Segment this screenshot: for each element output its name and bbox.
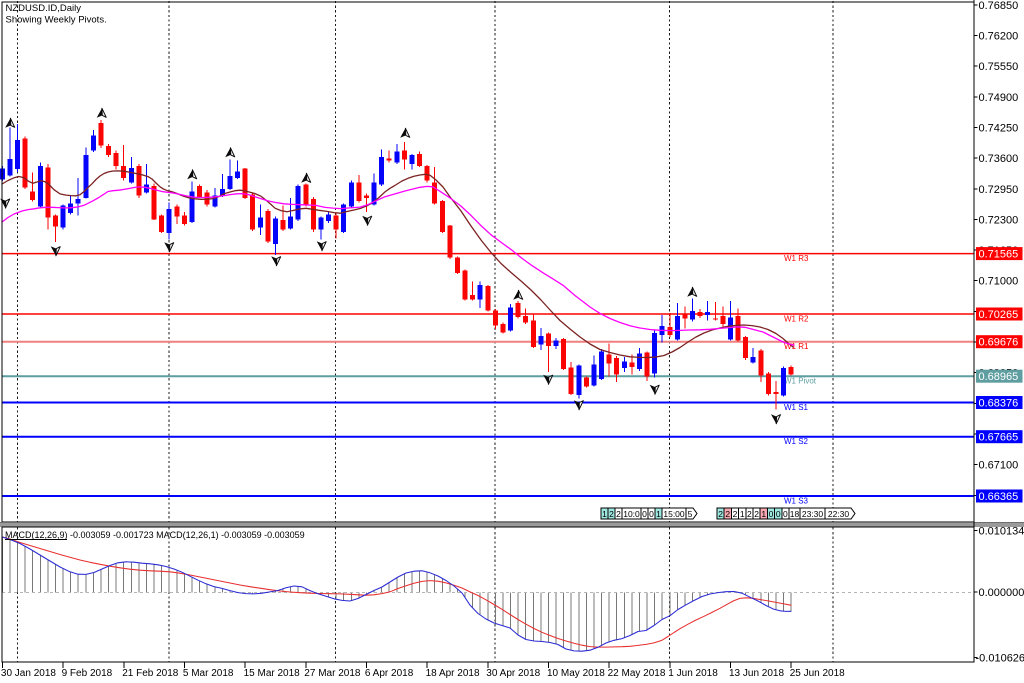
svg-text:15 Mar 2018: 15 Mar 2018 bbox=[244, 668, 301, 679]
svg-text:0: 0 bbox=[642, 509, 647, 519]
svg-text:W1 S2: W1 S2 bbox=[784, 437, 809, 446]
svg-text:23:30: 23:30 bbox=[802, 509, 824, 519]
svg-text:2: 2 bbox=[725, 509, 730, 519]
svg-text:30 Jan 2018: 30 Jan 2018 bbox=[1, 668, 56, 679]
svg-text:18: 18 bbox=[790, 509, 800, 519]
svg-text:18 Apr 2018: 18 Apr 2018 bbox=[426, 668, 480, 679]
svg-text:W1 S3: W1 S3 bbox=[784, 497, 809, 506]
svg-text:1: 1 bbox=[740, 509, 745, 519]
svg-text:W1 R1: W1 R1 bbox=[784, 342, 809, 351]
svg-text:15:00: 15:00 bbox=[663, 509, 685, 519]
svg-text:2: 2 bbox=[609, 509, 614, 519]
svg-text:0: 0 bbox=[783, 509, 788, 519]
svg-text:2: 2 bbox=[733, 509, 738, 519]
svg-text:0.75550: 0.75550 bbox=[979, 61, 1019, 73]
svg-text:0.67665: 0.67665 bbox=[979, 432, 1019, 444]
svg-text:2: 2 bbox=[718, 509, 723, 519]
svg-text:0: 0 bbox=[649, 509, 654, 519]
svg-text:22:30: 22:30 bbox=[828, 509, 850, 519]
svg-text:6 Apr 2018: 6 Apr 2018 bbox=[365, 668, 414, 679]
svg-text:0.67100: 0.67100 bbox=[979, 460, 1019, 472]
svg-text:0.72950: 0.72950 bbox=[979, 184, 1019, 196]
svg-text:1: 1 bbox=[656, 509, 661, 519]
svg-text:0.71565: 0.71565 bbox=[979, 249, 1019, 261]
svg-text:-0.010626: -0.010626 bbox=[976, 652, 1024, 664]
svg-text:W1 S1: W1 S1 bbox=[784, 403, 809, 412]
svg-text:10:0: 10:0 bbox=[623, 509, 640, 519]
svg-text:9 Feb 2018: 9 Feb 2018 bbox=[62, 668, 113, 679]
svg-text:0.70265: 0.70265 bbox=[979, 309, 1019, 321]
svg-text:0.010134: 0.010134 bbox=[979, 526, 1024, 538]
svg-text:0.74900: 0.74900 bbox=[979, 92, 1019, 104]
svg-text:25 Jun 2018: 25 Jun 2018 bbox=[790, 668, 845, 679]
svg-text:30 Apr 2018: 30 Apr 2018 bbox=[486, 668, 540, 679]
svg-text:2: 2 bbox=[616, 509, 621, 519]
svg-text:0.76850: 0.76850 bbox=[979, 0, 1019, 12]
svg-text:21 Feb 2018: 21 Feb 2018 bbox=[122, 668, 179, 679]
svg-text:W1 Pivot: W1 Pivot bbox=[784, 377, 817, 386]
svg-text:0.73600: 0.73600 bbox=[979, 153, 1019, 165]
svg-text:0.68376: 0.68376 bbox=[979, 398, 1019, 410]
svg-text:0.74250: 0.74250 bbox=[979, 122, 1019, 134]
svg-text:1: 1 bbox=[761, 509, 766, 519]
svg-text:0: 0 bbox=[769, 509, 774, 519]
svg-text:1 Jun 2018: 1 Jun 2018 bbox=[668, 668, 718, 679]
svg-text:13 Jun 2018: 13 Jun 2018 bbox=[729, 668, 784, 679]
svg-text:5 Mar 2018: 5 Mar 2018 bbox=[183, 668, 234, 679]
svg-text:0.71000: 0.71000 bbox=[979, 276, 1019, 288]
svg-text:NZDUSD.ID,Daily: NZDUSD.ID,Daily bbox=[6, 3, 82, 14]
svg-text:0.76200: 0.76200 bbox=[979, 31, 1019, 43]
svg-text:27 Mar 2018: 27 Mar 2018 bbox=[304, 668, 361, 679]
svg-text:22 May 2018: 22 May 2018 bbox=[608, 668, 666, 679]
svg-text:0.68965: 0.68965 bbox=[979, 371, 1019, 383]
svg-text:MACD(12,26,9) -0.003059 -0.001: MACD(12,26,9) -0.003059 -0.001723 MACD(1… bbox=[5, 530, 305, 540]
svg-text:W1 R3: W1 R3 bbox=[784, 254, 809, 263]
svg-text:10 May 2018: 10 May 2018 bbox=[547, 668, 605, 679]
svg-text:2: 2 bbox=[754, 509, 759, 519]
svg-text:5: 5 bbox=[688, 509, 693, 519]
svg-text:0: 0 bbox=[776, 509, 781, 519]
svg-text:0.72300: 0.72300 bbox=[979, 214, 1019, 226]
svg-text:1: 1 bbox=[602, 509, 607, 519]
svg-text:0.000000: 0.000000 bbox=[979, 587, 1024, 599]
svg-text:W1 R2: W1 R2 bbox=[784, 315, 809, 324]
svg-text:Showing Weekly Pivots.: Showing Weekly Pivots. bbox=[6, 15, 107, 26]
svg-text:0.66365: 0.66365 bbox=[979, 491, 1019, 503]
svg-text:2: 2 bbox=[747, 509, 752, 519]
svg-text:0.69676: 0.69676 bbox=[979, 337, 1019, 349]
